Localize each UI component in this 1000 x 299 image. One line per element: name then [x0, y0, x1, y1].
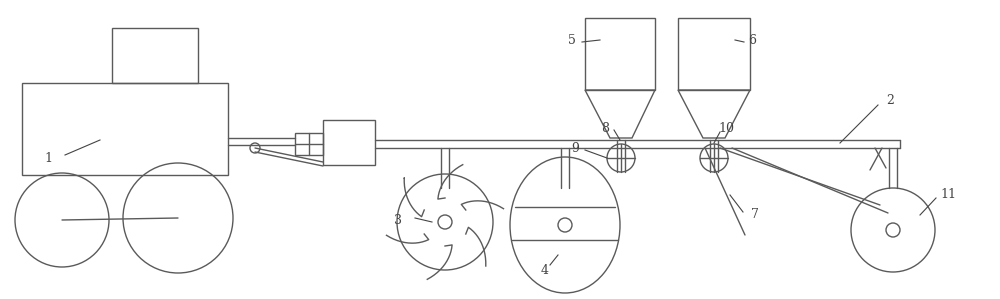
Text: 11: 11 [940, 188, 956, 202]
Text: 6: 6 [748, 33, 756, 47]
Bar [22, 83, 228, 175]
Text: 3: 3 [394, 213, 402, 227]
Text: 10: 10 [718, 121, 734, 135]
Bar [678, 18, 750, 90]
Text: 9: 9 [571, 141, 579, 155]
Text: 4: 4 [541, 263, 549, 277]
Bar [323, 120, 375, 165]
Bar [112, 28, 198, 83]
Text: 2: 2 [886, 94, 894, 106]
Text: 1: 1 [44, 152, 52, 164]
Text: 8: 8 [601, 121, 609, 135]
Text: 5: 5 [568, 33, 576, 47]
Bar [585, 18, 655, 90]
Bar [295, 133, 323, 155]
Text: 7: 7 [751, 208, 759, 222]
